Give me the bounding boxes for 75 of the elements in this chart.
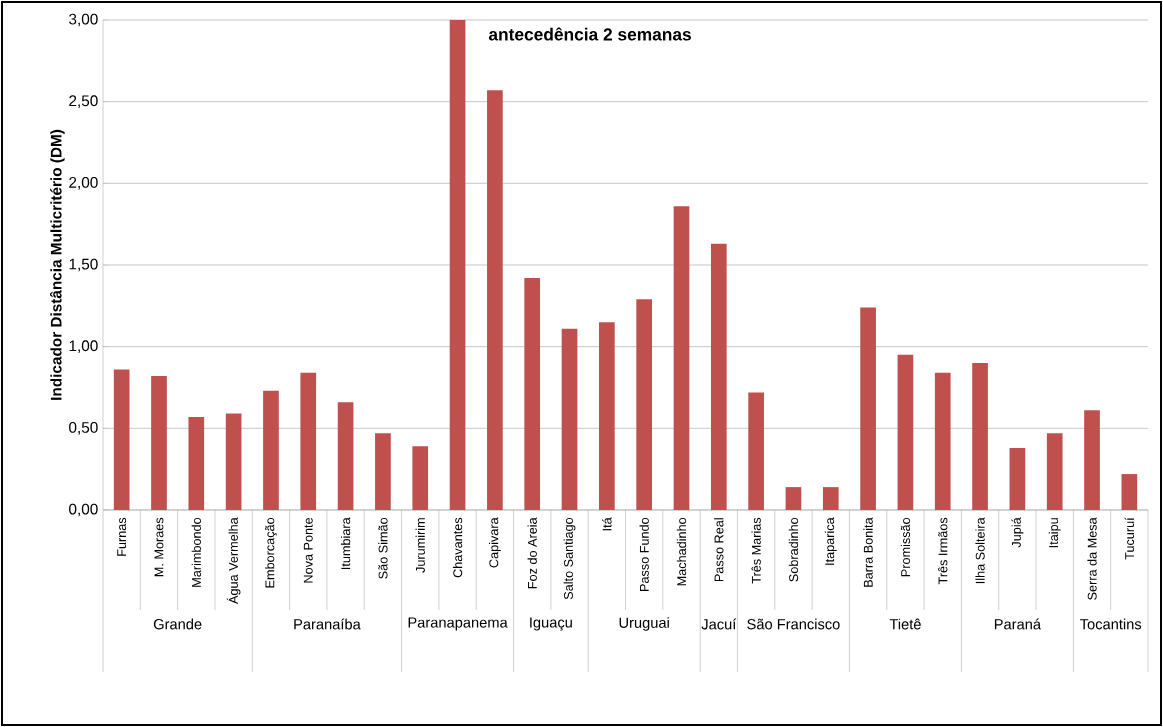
x-tick-label: Nova Ponte: [303, 517, 313, 583]
x-tick-label: Três Marias: [751, 517, 761, 584]
bar: [673, 206, 690, 510]
x-tick-label: Água Vermelha: [226, 517, 241, 604]
x-tick-label: Itumbiara: [340, 517, 351, 569]
text: Grande: [153, 618, 202, 630]
x-tick-label: Capivara: [488, 517, 501, 568]
bar: [449, 19, 466, 510]
y-axis-title: Indicador Distância Multicritério (DM): [50, 129, 65, 400]
y-tick-label: 1,00: [69, 340, 98, 353]
bar: [151, 376, 167, 510]
x-tick-label: Ilha Solteira: [975, 517, 985, 584]
x-tick-label: Salto Santiago: [563, 517, 576, 600]
x-tick-label: Itaipu: [1048, 518, 1061, 548]
y-tick-label: 2,00: [69, 176, 98, 190]
text: Tietê: [889, 618, 921, 630]
x-tick-label: Três Irmãos: [938, 517, 948, 585]
x-tick-label: São Simão: [378, 517, 388, 579]
x-tick-label: Serra da Mesa: [1087, 517, 1097, 600]
x-tick-label: Jurumirim: [415, 518, 425, 573]
bar: [934, 372, 951, 510]
bar: [300, 372, 317, 510]
annotation: antecedência 2 semanas: [488, 27, 691, 41]
bar: [1084, 410, 1100, 510]
y-tick-label: 1,50: [69, 258, 98, 272]
y-tick-label: 3,00: [69, 13, 98, 27]
text: Paranapanema: [408, 617, 508, 631]
bar: [487, 90, 503, 510]
x-tick-label: Passo Real: [714, 518, 724, 582]
bar: [972, 362, 988, 510]
x-tick-label: Marimbondo: [191, 517, 201, 587]
bar: [785, 487, 802, 510]
bar: [636, 299, 653, 510]
y-tick-label: 2,50: [69, 95, 98, 108]
y-tick-label: 0,00: [69, 503, 98, 517]
bar: [524, 278, 541, 510]
bar: [897, 354, 914, 510]
bar: [822, 487, 839, 510]
x-tick-label: Tucuruí: [1124, 517, 1135, 560]
text: Paranaíba: [294, 618, 361, 630]
bar: [748, 392, 764, 510]
x-tick-label: Barra Bonita: [863, 517, 873, 587]
bar: [599, 322, 615, 510]
bar: [375, 433, 391, 510]
x-tick-label: Promissão: [900, 517, 911, 577]
text: Paraná: [994, 618, 1042, 630]
x-tick-label: Emborcação: [265, 517, 277, 588]
x-tick-label: Foz do Areia: [527, 517, 537, 589]
bar: [225, 413, 242, 510]
x-tick-label: Itá: [602, 517, 612, 531]
bar: [710, 243, 727, 510]
bar: [1009, 447, 1026, 510]
x-tick-label: Machadinho: [676, 517, 687, 586]
bar: [412, 446, 429, 510]
bar: [337, 402, 354, 510]
x-tick-label: Jupiá: [1011, 517, 1024, 548]
bar: [113, 369, 130, 510]
bar: [1121, 474, 1138, 510]
x-tick-label: Passo Fundo: [639, 517, 649, 591]
text: São Francisco: [747, 618, 840, 630]
bar: [188, 416, 205, 510]
text: Iguaçu: [530, 617, 572, 631]
x-tick-label: Sobradinho: [788, 517, 799, 582]
x-tick-label: Furnas: [117, 517, 127, 556]
text: Tocantins: [1080, 618, 1142, 630]
bar: [561, 328, 578, 510]
x-tick-label: Chavantes: [452, 517, 463, 578]
text: Jacuí: [701, 618, 737, 630]
bar: [1046, 433, 1063, 510]
x-tick-label: M. Moraes: [154, 517, 164, 577]
y-tick-label: 0,50: [69, 421, 98, 435]
bar: [263, 390, 279, 510]
text: Uruguai: [619, 617, 669, 631]
bar: [860, 307, 876, 510]
x-tick-label: Itaparica: [824, 517, 837, 565]
